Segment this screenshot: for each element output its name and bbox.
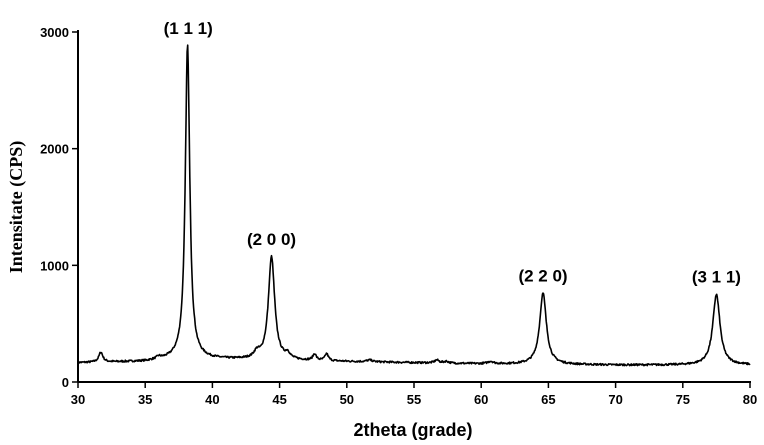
- peak-label: (3 1 1): [692, 268, 741, 287]
- axes: 30 35 40 45 50 55 60 65 70 75 80 0 1000 2000 3000: [40, 25, 757, 407]
- x-tick-label: 45: [272, 392, 286, 407]
- x-tick-label: 65: [541, 392, 555, 407]
- x-tick-label: 70: [608, 392, 622, 407]
- peak-label: (1 1 1): [164, 19, 213, 38]
- peak-label: (2 2 0): [518, 266, 567, 285]
- y-tick-label: 3000: [40, 25, 69, 40]
- y-axis-title: Intensitate (CPS): [6, 141, 27, 274]
- y-tick-label: 2000: [40, 142, 69, 157]
- y-tick-label: 1000: [40, 258, 69, 273]
- peak-label: (2 0 0): [247, 230, 296, 249]
- x-tick-label: 35: [138, 392, 152, 407]
- y-tick-label: 0: [62, 375, 69, 390]
- plot-area: [77, 44, 751, 367]
- x-tick-label: 40: [205, 392, 219, 407]
- x-tick-label: 55: [407, 392, 421, 407]
- xrd-pattern-line: [77, 44, 751, 367]
- x-tick-label: 75: [676, 392, 690, 407]
- x-tick-label: 80: [743, 392, 757, 407]
- x-axis-title: 2theta (grade): [353, 420, 472, 440]
- x-tick-label: 50: [340, 392, 354, 407]
- x-tick-label: 30: [71, 392, 85, 407]
- peak-annotations: (1 1 1) (2 0 0) (2 2 0) (3 1 1): [164, 19, 741, 287]
- x-tick-label: 60: [474, 392, 488, 407]
